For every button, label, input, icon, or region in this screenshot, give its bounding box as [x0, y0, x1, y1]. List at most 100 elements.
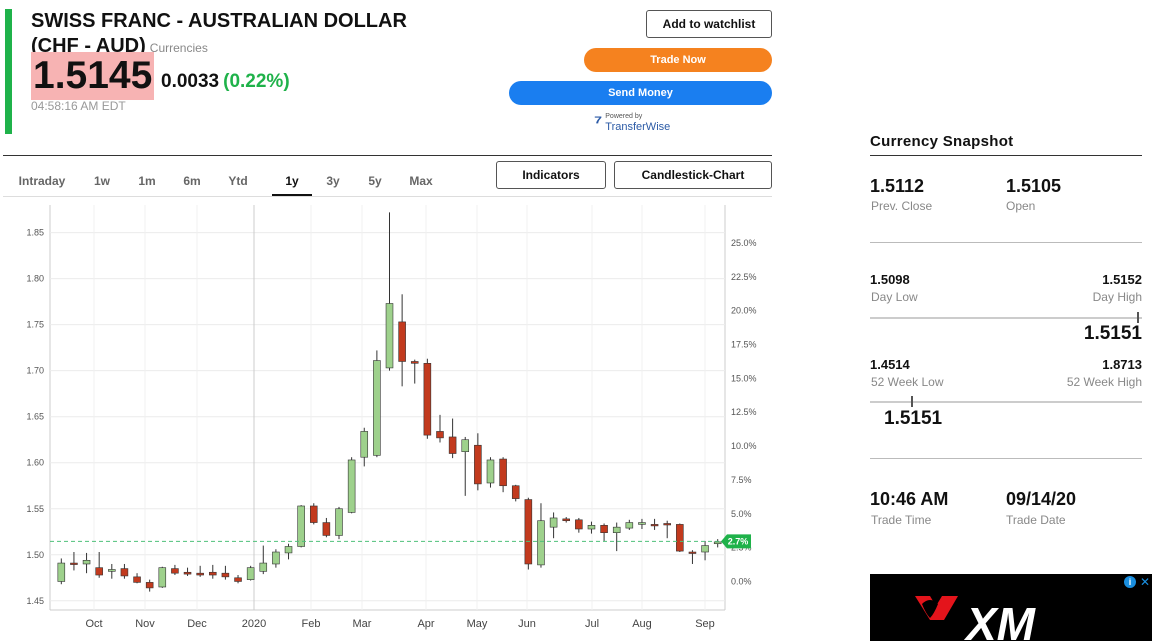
advertisement[interactable]: XM i ✕ — [870, 574, 1152, 641]
candle-body — [259, 562, 268, 572]
trade-time-label: Trade Time — [871, 513, 932, 527]
candle — [638, 518, 646, 529]
x-axis-label: Aug — [632, 618, 652, 630]
x-axis-label: 2020 — [242, 618, 266, 630]
current-percent-badge-label: 2.7% — [728, 536, 749, 546]
candle — [196, 565, 204, 577]
info-icon[interactable]: i — [1124, 576, 1136, 588]
candle — [688, 550, 697, 564]
candle-body — [600, 525, 608, 533]
header-divider — [3, 155, 772, 156]
tab-intraday[interactable]: Intraday — [18, 174, 66, 188]
candle — [537, 503, 545, 568]
close-icon[interactable]: ✕ — [1139, 575, 1150, 589]
tab-6m[interactable]: 6m — [183, 174, 201, 188]
candle — [676, 523, 684, 553]
candle-body — [663, 523, 671, 526]
candle — [246, 565, 255, 581]
right-axis-tick-label: 15.0% — [731, 373, 757, 383]
candle-body — [209, 571, 217, 576]
trade-now-button[interactable]: Trade Now — [584, 48, 772, 72]
snapshot-title-rule — [870, 155, 1142, 156]
candle-body — [688, 551, 697, 554]
candle — [171, 564, 179, 576]
candle — [221, 565, 230, 580]
add-to-watchlist-button[interactable]: Add to watchlist — [646, 10, 772, 38]
candle-body — [575, 519, 583, 530]
indicators-button[interactable]: Indicators — [496, 161, 606, 189]
candle-body — [183, 571, 192, 575]
right-axis-tick-label: 20.0% — [731, 306, 757, 316]
candle-body — [537, 520, 545, 566]
candle-body — [145, 582, 154, 589]
candle — [461, 436, 470, 496]
ad-brand-text: XM — [963, 598, 1037, 641]
tab-ytd[interactable]: Ytd — [228, 174, 248, 188]
left-axis-tick-label: 1.65 — [26, 412, 44, 422]
left-axis-tick-label: 1.45 — [26, 596, 44, 606]
candle — [158, 566, 167, 588]
candle-body — [650, 524, 659, 527]
candle — [209, 564, 217, 579]
x-axis-label: Dec — [187, 618, 207, 630]
candle-body — [272, 551, 280, 565]
candle-body — [587, 525, 596, 530]
candle-body — [701, 545, 709, 553]
day-range-track — [870, 317, 1142, 319]
candle — [385, 212, 394, 371]
candle-body — [196, 572, 204, 576]
tabs-divider — [3, 196, 772, 197]
candle-body — [373, 360, 381, 456]
candle-body — [82, 559, 91, 565]
day-high-value: 1.5152 — [1102, 272, 1142, 287]
x-axis-label: Mar — [353, 618, 372, 630]
timeframe-tabs: Intraday 1w 1m 6m Ytd 1y 3y 5y Max — [8, 168, 446, 196]
candle — [650, 518, 659, 530]
left-axis-tick-label: 1.50 — [26, 550, 44, 560]
candle-body — [398, 321, 406, 362]
week52-range-track — [870, 401, 1142, 403]
candle-body — [562, 518, 570, 522]
x-axis-label: Feb — [302, 618, 321, 630]
candle-body — [360, 431, 369, 458]
candle-body — [612, 526, 621, 533]
open-value: 1.5105 — [1006, 176, 1062, 196]
candle — [575, 517, 583, 533]
tab-1m[interactable]: 1m — [138, 174, 156, 188]
chart-type-button[interactable]: Candlestick-Chart — [614, 161, 772, 189]
candle-body — [221, 572, 230, 578]
candle-body — [70, 562, 78, 565]
candle-body — [246, 567, 255, 580]
candle — [423, 358, 432, 439]
open-label: Open — [1006, 199, 1036, 213]
send-money-button[interactable]: Send Money — [509, 81, 772, 105]
left-axis-tick-label: 1.85 — [26, 228, 44, 238]
candle — [612, 522, 621, 552]
tab-5y[interactable]: 5y — [368, 174, 382, 188]
candle — [499, 457, 507, 493]
candle-body — [385, 303, 394, 369]
tab-1w[interactable]: 1w — [93, 174, 110, 188]
right-axis-tick-label: 10.0% — [731, 441, 757, 451]
tab-max[interactable]: Max — [409, 174, 433, 188]
candle — [234, 575, 242, 584]
x-axis-label: May — [467, 618, 488, 630]
price-chart[interactable]: 1.85 1.80 1.75 1.70 1.65 1.60 1.55 1.50 1.45 25.0… — [0, 197, 772, 641]
page-title-line2: (CHF - AUD) — [31, 35, 146, 57]
candle — [373, 350, 381, 458]
day-range-current: 1.5151 — [1083, 323, 1142, 344]
x-axis-label: Apr — [417, 618, 434, 630]
transferwise-brand: TransferWise — [605, 121, 671, 133]
x-axis-label: Jul — [585, 618, 599, 630]
tab-3y[interactable]: 3y — [326, 174, 340, 188]
candle — [625, 519, 634, 530]
day-high-label: Day High — [1092, 290, 1142, 304]
candle-body — [436, 431, 444, 439]
candle — [713, 539, 722, 548]
transferwise-badge[interactable]: ⁷ Powered by TransferWise — [594, 113, 670, 133]
candle-body — [423, 363, 432, 436]
candle — [284, 543, 293, 560]
x-axis-label: Jun — [518, 618, 536, 630]
candle-body — [335, 508, 343, 536]
tab-1y[interactable]: 1y — [272, 168, 312, 196]
